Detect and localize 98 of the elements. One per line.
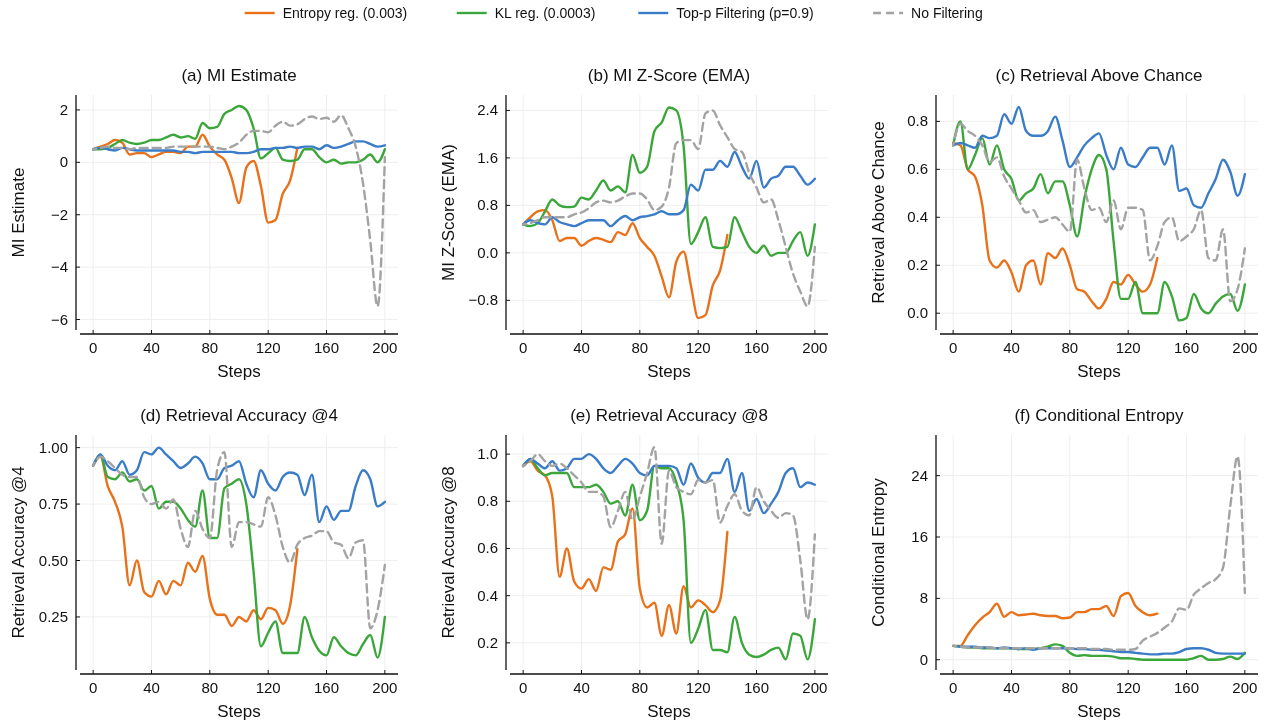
chart-title: (c) Retrieval Above Chance <box>995 66 1203 85</box>
line-series <box>521 208 729 320</box>
x-axis-title: Steps <box>217 362 261 381</box>
line-series <box>521 452 817 515</box>
y-tick-label: 2 <box>59 100 68 118</box>
y-tick-label: 0.75 <box>38 495 68 513</box>
line-series <box>91 450 387 630</box>
x-tick-label: 120 <box>1115 679 1141 696</box>
x-tick-label: 0 <box>88 339 98 356</box>
x-tick-label: 120 <box>685 679 711 696</box>
x-tick-label: 40 <box>573 339 590 356</box>
x-tick-label: 200 <box>372 679 398 696</box>
x-tick-label: 80 <box>1061 679 1079 696</box>
y-tick-label: −6 <box>50 310 68 328</box>
x-tick-label: 40 <box>143 339 160 356</box>
x-axis-title: Steps <box>647 362 691 381</box>
x-tick-label: 120 <box>255 679 281 696</box>
x-tick-label: 200 <box>1232 679 1258 696</box>
x-tick-label: 160 <box>1174 679 1200 696</box>
chart-title: (f) Conditional Entropy <box>1014 406 1185 425</box>
chart-title: (a) MI Estimate <box>181 66 297 85</box>
line-series <box>521 150 817 228</box>
x-tick-label: 40 <box>573 679 590 696</box>
x-tick-label: 160 <box>314 679 340 696</box>
y-axis-title: Conditional Entropy <box>869 477 888 627</box>
line-series <box>951 455 1247 651</box>
y-tick-label: 8 <box>919 589 928 607</box>
x-tick-label: 200 <box>1232 339 1258 356</box>
y-tick-label: 0.4 <box>477 586 498 604</box>
y-tick-label: 1.0 <box>477 445 498 463</box>
y-tick-label: 0.6 <box>907 160 928 178</box>
y-tick-label: 1.00 <box>38 438 68 456</box>
y-axis-title: Retrieval Accuracy @4 <box>9 466 28 639</box>
x-tick-label: 200 <box>372 339 398 356</box>
x-tick-label: 200 <box>802 679 828 696</box>
x-tick-label: 80 <box>201 679 219 696</box>
x-tick-label: 160 <box>1174 339 1200 356</box>
chart-title: (e) Retrieval Accuracy @8 <box>570 406 768 425</box>
line-series <box>91 113 387 308</box>
y-axis-title: MI Estimate <box>9 167 28 258</box>
y-tick-label: 0.50 <box>38 551 68 569</box>
x-tick-label: 120 <box>255 339 281 356</box>
y-tick-label: 0.25 <box>38 607 68 625</box>
x-tick-label: 80 <box>1061 339 1079 356</box>
y-tick-label: 0 <box>59 153 68 171</box>
y-tick-label: 0.2 <box>907 256 928 274</box>
x-axis-title: Steps <box>647 702 691 721</box>
legend-label: Entropy reg. (0.003) <box>282 5 408 21</box>
y-axis-title: MI Z-Score (EMA) <box>439 144 458 281</box>
line-series <box>951 105 1247 209</box>
x-tick-label: 80 <box>631 339 649 356</box>
legend-label: Top-p Filtering (p=0.9) <box>676 5 814 21</box>
chart-title: (d) Retrieval Accuracy @4 <box>140 406 338 425</box>
x-tick-label: 120 <box>1115 339 1141 356</box>
y-axis-title: Retrieval Above Chance <box>869 121 888 304</box>
line-series <box>91 133 299 224</box>
x-tick-label: 80 <box>631 679 649 696</box>
y-tick-label: 0.8 <box>477 196 498 214</box>
x-tick-label: 0 <box>518 339 528 356</box>
y-tick-label: 0.0 <box>477 243 498 261</box>
y-tick-label: 16 <box>911 528 928 546</box>
legend-label: No Filtering <box>911 5 983 21</box>
x-tick-label: 160 <box>744 339 770 356</box>
legend-label: KL reg. (0.0003) <box>494 5 596 21</box>
x-axis-title: Steps <box>1077 362 1121 381</box>
y-axis-title: Retrieval Accuracy @8 <box>439 466 458 639</box>
x-tick-label: 0 <box>518 679 528 696</box>
y-tick-label: 0.8 <box>907 112 928 130</box>
x-tick-label: 160 <box>314 339 340 356</box>
y-tick-label: −4 <box>50 258 68 276</box>
y-tick-label: 0.6 <box>477 539 498 557</box>
y-tick-label: 0.8 <box>477 492 498 510</box>
y-tick-label: 0.4 <box>907 208 928 226</box>
y-tick-label: 1.6 <box>477 148 498 166</box>
y-tick-label: −0.8 <box>468 291 498 309</box>
y-tick-label: 0.0 <box>907 304 928 322</box>
x-tick-label: 40 <box>143 679 160 696</box>
x-tick-label: 0 <box>948 339 958 356</box>
x-tick-label: 40 <box>1003 679 1020 696</box>
y-tick-label: 0.2 <box>477 633 498 651</box>
x-tick-label: 0 <box>88 679 98 696</box>
line-series <box>91 446 387 524</box>
y-tick-label: 0 <box>919 650 928 668</box>
x-axis-title: Steps <box>1077 702 1121 721</box>
chart-title: (b) MI Z-Score (EMA) <box>587 66 751 85</box>
line-series <box>521 106 817 258</box>
y-tick-label: 24 <box>911 466 928 484</box>
x-tick-label: 200 <box>802 339 828 356</box>
x-tick-label: 80 <box>201 339 219 356</box>
y-tick-label: −2 <box>50 205 68 223</box>
line-series <box>521 109 817 308</box>
x-tick-label: 120 <box>685 339 711 356</box>
line-series <box>521 445 817 621</box>
x-tick-label: 160 <box>744 679 770 696</box>
y-tick-label: 2.4 <box>477 101 498 119</box>
x-axis-title: Steps <box>217 702 261 721</box>
x-tick-label: 40 <box>1003 339 1020 356</box>
x-tick-label: 0 <box>948 679 958 696</box>
